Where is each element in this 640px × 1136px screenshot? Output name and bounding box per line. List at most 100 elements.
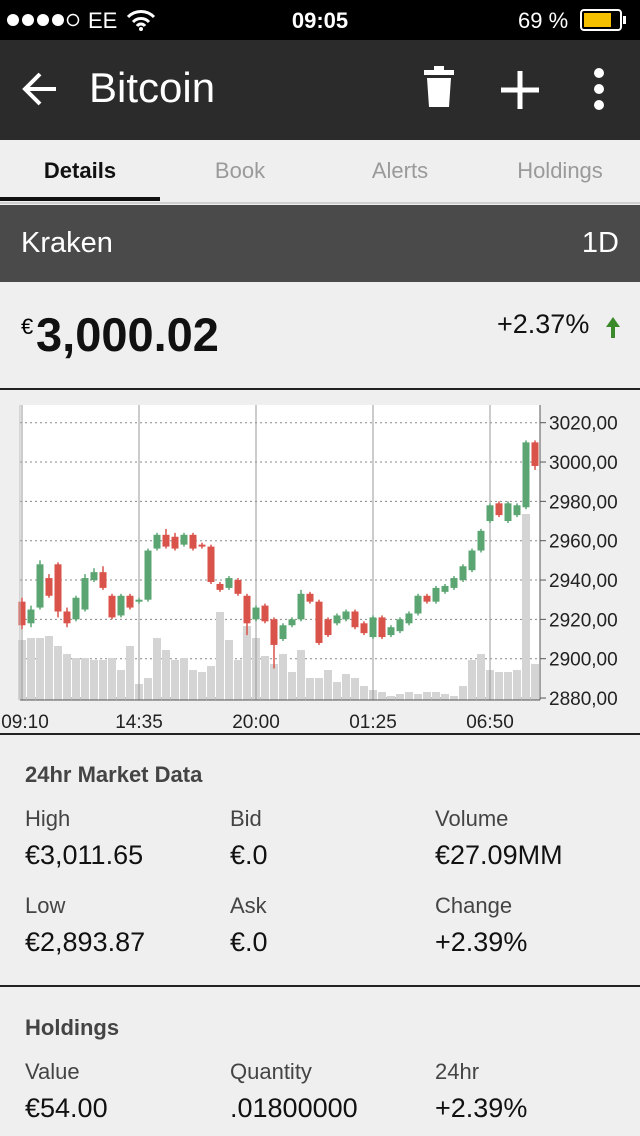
candle-body <box>36 564 44 608</box>
tab-bar: Details Book Alerts Holdings <box>0 140 640 204</box>
info-label: Change <box>435 893 513 918</box>
volume-bar <box>198 672 206 700</box>
delete-button[interactable] <box>424 66 454 107</box>
candle-body <box>225 578 233 588</box>
info-label: Value <box>25 1059 80 1084</box>
candle-body <box>90 572 98 581</box>
candle-body <box>270 619 278 645</box>
y-tick-label: 2940,00 <box>549 571 618 592</box>
volume-bar <box>234 660 242 700</box>
candle-body <box>117 595 125 616</box>
candle-body <box>351 611 359 628</box>
volume-bar <box>297 650 305 700</box>
candle-body <box>108 595 116 618</box>
candle-body <box>306 593 314 602</box>
exchange-bar: Kraken 1D <box>0 205 640 282</box>
info-value: .01800000 <box>230 1093 358 1123</box>
volume-bar <box>288 672 296 700</box>
volume-bar <box>360 686 368 700</box>
volume-bar <box>468 660 476 700</box>
status-bar: EE 09:05 69 % <box>0 0 640 40</box>
x-tick-label: 06:50 <box>466 712 514 733</box>
candle-body <box>171 536 179 549</box>
candle-body <box>252 607 260 620</box>
app-bar: Bitcoin <box>0 40 640 140</box>
info-value: €.0 <box>230 927 268 957</box>
volume-bar <box>216 612 224 700</box>
tab[interactable]: Book <box>214 158 266 183</box>
tab-indicator <box>0 197 160 201</box>
candle-body <box>531 442 539 466</box>
volume-bar <box>63 654 71 700</box>
x-tick-label: 20:00 <box>232 712 280 733</box>
candle-body <box>495 503 503 516</box>
tab[interactable]: Details <box>43 158 117 183</box>
y-tick-label: 2960,00 <box>549 532 618 553</box>
x-tick-label: 14:35 <box>115 712 163 733</box>
candle-body <box>315 601 323 643</box>
volume-bar <box>108 658 116 700</box>
candle-body <box>180 534 188 545</box>
info-label: 24hr <box>435 1059 480 1084</box>
currency: € <box>21 314 34 339</box>
volume-bar <box>315 678 323 700</box>
tab[interactable]: Alerts <box>371 158 429 183</box>
candle-body <box>459 566 467 581</box>
info-label: Ask <box>230 893 267 918</box>
volume-bar <box>378 692 386 700</box>
candle-body <box>288 619 296 626</box>
candle-body <box>513 505 521 516</box>
volume-bar <box>333 682 341 700</box>
section-title: 24hr Market Data <box>25 762 203 787</box>
info-value: €3,011.65 <box>25 840 144 870</box>
candle-body <box>504 503 512 522</box>
volume-bar <box>423 692 431 700</box>
candle-body <box>162 534 170 547</box>
candle-body <box>342 611 350 620</box>
add-button[interactable] <box>501 71 539 109</box>
candle-body <box>198 544 206 547</box>
volume-bar <box>324 670 332 700</box>
volume-bar <box>513 670 521 700</box>
candle-body <box>72 597 80 620</box>
tab[interactable]: Holdings <box>517 158 603 183</box>
volume-bar <box>72 658 80 700</box>
volume-bar <box>495 672 503 700</box>
candle-body <box>333 615 341 624</box>
menu-button[interactable] <box>594 68 604 110</box>
y-tick-label: 3020,00 <box>549 414 618 435</box>
candle-body <box>450 578 458 588</box>
candle-body <box>216 583 224 590</box>
info-value: €2,893.87 <box>25 927 146 957</box>
candle-body <box>486 505 494 522</box>
candle-body <box>189 534 197 549</box>
candle-body <box>396 619 404 632</box>
volume-bar <box>54 646 62 700</box>
volume-bar <box>162 650 170 700</box>
candle-body <box>54 564 62 612</box>
info-value: +2.39% <box>435 927 528 957</box>
info-value: €.0 <box>230 840 268 870</box>
price-panel: € 3,000.02 +2.37% <box>0 282 640 390</box>
candle-body <box>243 595 251 624</box>
info-label: Low <box>25 893 66 918</box>
volume-bar <box>396 694 404 700</box>
volume-bar <box>441 694 449 700</box>
volume-bar <box>117 670 125 700</box>
volume-bar <box>36 638 44 700</box>
candle-body <box>99 572 107 588</box>
carrier: EE <box>88 8 118 33</box>
signal <box>7 13 80 27</box>
volume-bar <box>531 664 539 700</box>
volume-bar <box>261 656 269 700</box>
info-label: Bid <box>230 806 262 831</box>
candle-body <box>324 619 332 636</box>
volume-bar <box>351 678 359 700</box>
holdings: Holdings Value €54.00 Quantity .01800000 24h… <box>0 987 640 1136</box>
candle-body <box>441 585 449 592</box>
x-tick-label: 01:25 <box>349 712 397 733</box>
volume-bar <box>450 696 458 700</box>
interval[interactable]: 1D <box>581 227 619 259</box>
volume-bar <box>99 660 107 700</box>
back-button[interactable] <box>22 72 56 106</box>
